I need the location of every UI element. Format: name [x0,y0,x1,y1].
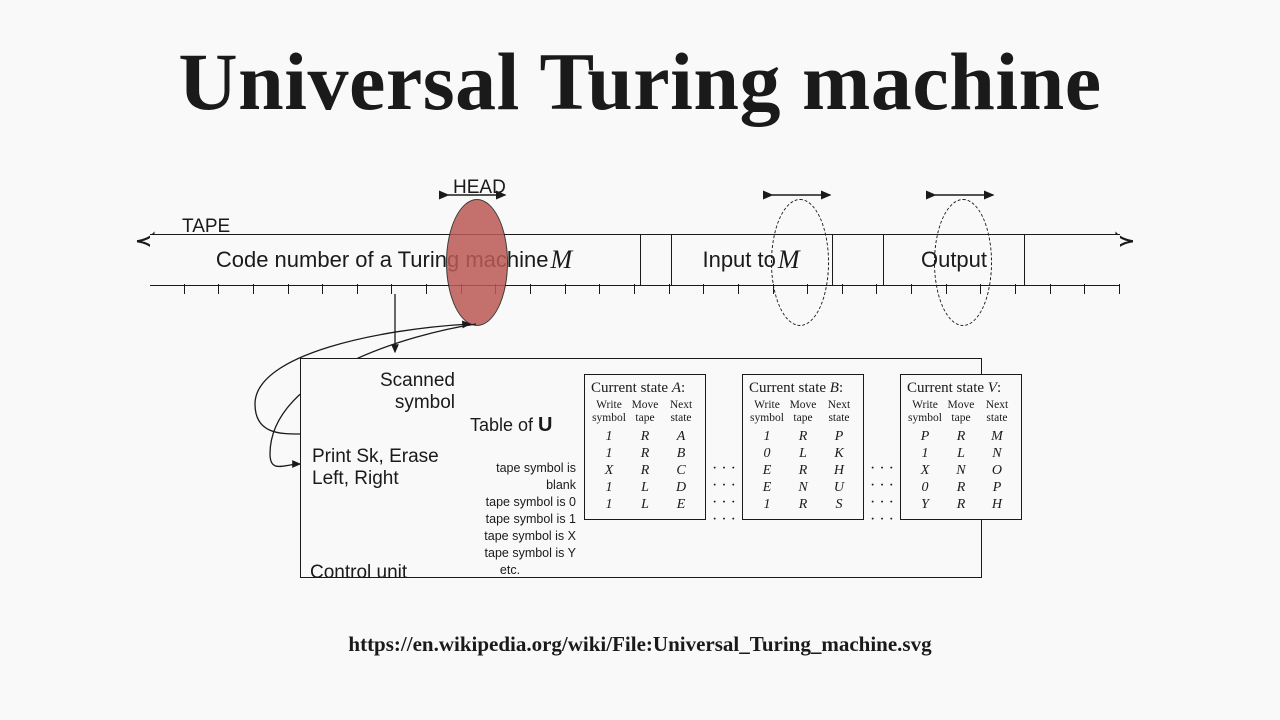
ellipsis-column: · · ·· · ·· · ·· · · [864,460,900,528]
state-table-subheader: WritesymbolMovetapeNextstate [749,399,857,425]
state-tables: Current state A: WritesymbolMovetapeNexts… [584,374,1022,528]
row-label: tape symbol is blank [464,460,576,494]
state-table-subheader: WritesymbolMovetapeNextstate [907,399,1015,425]
row-label: tape symbol is Y [464,545,576,562]
state-table-row: ERH [749,462,857,479]
state-table-row: 1LN [907,445,1015,462]
state-table-row: XRC [591,462,699,479]
state-table-header: Current state A: [591,379,699,397]
head-ellipse [446,199,508,326]
state-table-row: 0RP [907,479,1015,496]
ellipsis-column: · · ·· · ·· · ·· · · [706,460,742,528]
state-table-row: YRH [907,496,1015,513]
state-table: Current state B: WritesymbolMovetapeNexts… [742,374,864,520]
tape-segment: Code number of a Turing machine M [150,235,641,285]
row-label: tape symbol is X [464,528,576,545]
state-table-row: 1RB [591,445,699,462]
table-of-u-label: Table of U [470,414,553,437]
state-table-row: 1RP [749,428,857,445]
page-title: Universal Turing machine [0,35,1280,129]
ghost-ellipse-output [934,199,992,326]
print-erase-label: Print Sk, Erase Left, Right [312,446,457,490]
control-unit-label: Control unit [310,562,407,584]
state-table: Current state A: WritesymbolMovetapeNexts… [584,374,706,520]
state-table: Current state V: WritesymbolMovetapeNexts… [900,374,1022,520]
row-label: tape symbol is 1 [464,511,576,528]
state-table-row: 1LD [591,479,699,496]
row-label: etc. [464,562,576,579]
ghost-ellipse-input [771,199,829,326]
row-labels: tape symbol is blanktape symbol is 0tape… [464,460,576,579]
head-label: HEAD [453,177,506,199]
source-url: https://en.wikipedia.org/wiki/File:Unive… [0,632,1280,657]
tape-segment [833,235,884,285]
state-table-row: 0LK [749,445,857,462]
scanned-symbol-label: Scanned symbol [315,370,455,414]
state-table-row: 1RS [749,496,857,513]
state-table-row: 1RA [591,428,699,445]
state-table-header: Current state V: [907,379,1015,397]
state-table-row: PRM [907,428,1015,445]
state-table-row: XNO [907,462,1015,479]
state-table-subheader: WritesymbolMovetapeNextstate [591,399,699,425]
turing-diagram: HEAD TAPE ≺ ≻ Code number of a Turing ma… [140,174,1140,614]
state-table-row: 1LE [591,496,699,513]
row-label: tape symbol is 0 [464,494,576,511]
state-table-header: Current state B: [749,379,857,397]
tape-segment [1025,235,1080,285]
tape-segment [641,235,672,285]
state-table-row: ENU [749,479,857,496]
